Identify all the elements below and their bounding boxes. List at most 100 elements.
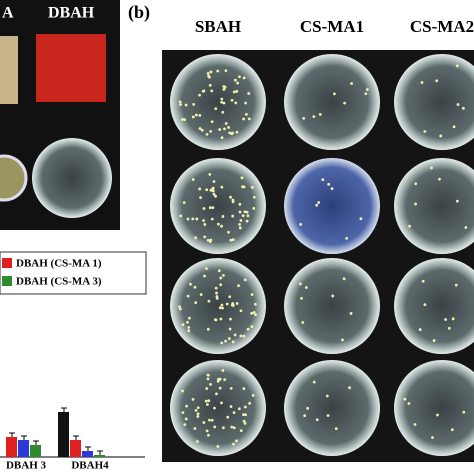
colony	[235, 302, 239, 305]
colony	[206, 377, 210, 381]
colony	[221, 215, 225, 218]
panel-label: DBAH	[48, 5, 95, 22]
colony	[333, 92, 336, 96]
colony	[219, 317, 223, 321]
colony	[233, 333, 237, 337]
colony	[452, 125, 456, 129]
colony	[194, 408, 198, 412]
colony	[252, 195, 256, 199]
colony	[315, 418, 319, 422]
colony	[205, 188, 209, 192]
colony	[208, 173, 212, 176]
colony	[454, 283, 458, 287]
sample-square	[36, 34, 106, 102]
colony	[185, 404, 188, 408]
legend-swatch	[2, 276, 12, 286]
colony	[218, 386, 222, 390]
colony	[238, 222, 242, 226]
colony	[242, 334, 246, 338]
colony	[240, 176, 244, 180]
colony	[239, 334, 243, 338]
colony	[221, 306, 224, 310]
colony	[179, 214, 183, 218]
legend-label: DBAH (CS-MA 3)	[16, 276, 102, 288]
colony	[181, 117, 184, 121]
colony	[254, 313, 257, 317]
colony	[215, 295, 219, 298]
plate	[394, 158, 474, 254]
colony	[205, 429, 209, 433]
plate	[170, 360, 266, 456]
colony	[435, 79, 439, 83]
bar	[30, 445, 41, 457]
colony	[318, 113, 322, 116]
colony	[187, 325, 191, 329]
colony	[246, 327, 250, 331]
colony	[202, 219, 205, 222]
colony	[230, 425, 234, 429]
bar	[94, 455, 105, 457]
colony	[216, 69, 220, 73]
colony	[220, 341, 224, 345]
colony	[420, 81, 424, 84]
colony	[423, 130, 427, 133]
colony	[432, 339, 436, 342]
colony	[208, 240, 212, 243]
colony	[327, 182, 331, 186]
colony	[206, 72, 210, 75]
colony	[186, 320, 189, 324]
colony	[216, 445, 220, 448]
colony	[364, 92, 368, 96]
colony	[203, 274, 206, 278]
colony	[207, 399, 211, 403]
colony	[232, 426, 236, 430]
colony	[195, 217, 199, 221]
plate	[284, 54, 380, 150]
colony	[248, 401, 251, 405]
column-label: CS-MA2	[410, 17, 474, 36]
colony	[231, 200, 235, 204]
colony	[213, 406, 216, 410]
colony	[300, 297, 303, 300]
colony	[210, 418, 214, 422]
colony	[407, 402, 411, 405]
colony	[237, 407, 241, 411]
colony	[241, 214, 245, 218]
colony	[243, 405, 247, 409]
colony	[304, 286, 308, 289]
colony	[431, 436, 434, 439]
colony	[210, 120, 214, 124]
colony	[232, 90, 236, 94]
colony	[350, 82, 353, 85]
colony	[238, 226, 242, 230]
colony	[178, 100, 182, 104]
colony	[342, 277, 346, 281]
colony	[220, 401, 223, 405]
legend-box	[0, 251, 147, 295]
colony	[181, 323, 185, 327]
colony	[341, 338, 344, 342]
colony	[227, 126, 230, 129]
colony	[414, 182, 418, 186]
colony	[208, 75, 211, 79]
colony	[228, 327, 232, 331]
colony	[312, 115, 316, 119]
colony	[359, 217, 363, 221]
colony	[315, 203, 319, 207]
plate	[32, 138, 112, 218]
colony	[321, 178, 325, 182]
colony	[211, 189, 215, 193]
colony	[418, 328, 422, 331]
colony	[438, 177, 441, 181]
colony	[423, 303, 427, 307]
colony	[302, 116, 306, 120]
colony	[184, 417, 188, 421]
colony	[236, 81, 240, 85]
colony	[212, 180, 216, 183]
colony	[186, 217, 190, 221]
colony	[204, 399, 208, 403]
colony	[208, 418, 211, 422]
colony	[181, 389, 184, 393]
colony	[228, 131, 232, 135]
colony	[202, 207, 206, 210]
